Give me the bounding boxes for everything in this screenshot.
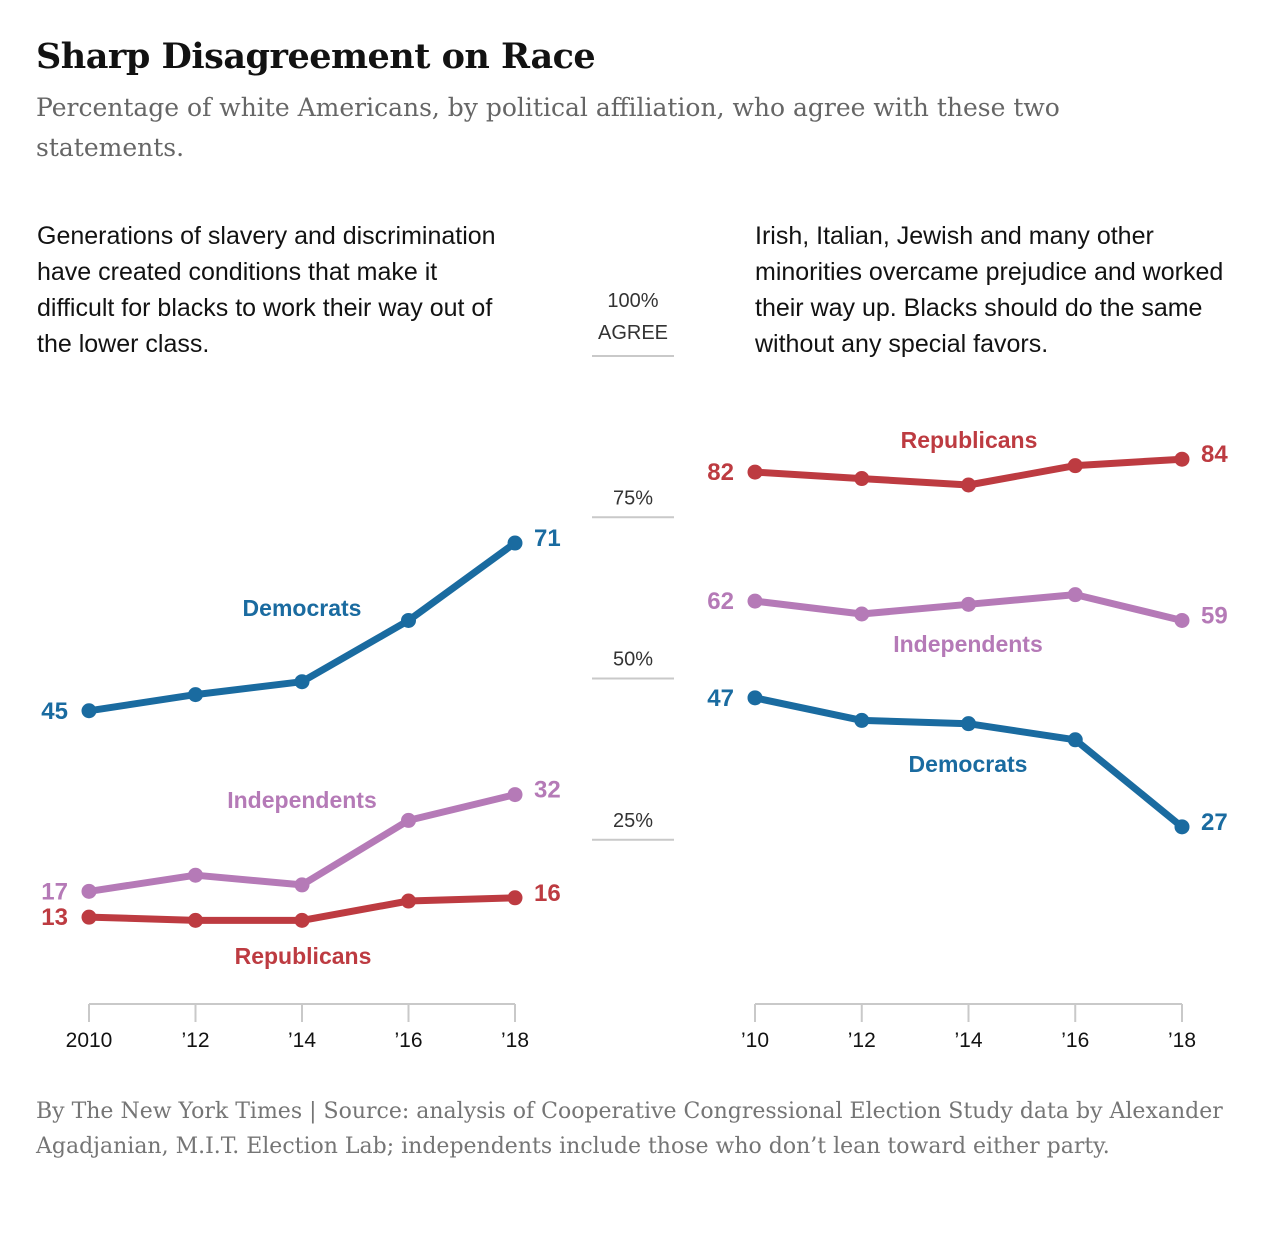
- scale-label-25: 25%: [613, 810, 653, 832]
- right-independents-end-value: 59: [1201, 602, 1228, 629]
- right-republicans-series-label: Republicans: [901, 427, 1038, 453]
- chart-subtitle: Percentage of white Americans, by politi…: [36, 93, 1060, 162]
- left-democrats-series-label: Democrats: [243, 595, 362, 621]
- left-republicans-point-2: [294, 912, 310, 928]
- scale-sublabel-100: AGREE: [598, 322, 668, 344]
- left-democrats-point-2: [294, 674, 310, 690]
- left-republicans-point-1: [188, 912, 203, 928]
- left-panel-statement: Generations of slavery and discriminatio…: [37, 222, 496, 358]
- left-republicans-point-0: [81, 909, 97, 925]
- right-x-tick-label-3: ’16: [1061, 1029, 1089, 1052]
- scale-label-50: 50%: [613, 649, 653, 671]
- left-democrats-point-1: [188, 687, 203, 703]
- right-republicans-point-0: [747, 464, 763, 480]
- left-democrats-point-4: [507, 535, 523, 551]
- right-democrats-start-value: 47: [707, 685, 734, 712]
- right-independents-point-2: [961, 596, 976, 612]
- left-republicans-series-label: Republicans: [235, 943, 372, 969]
- left-republicans-point-3: [401, 893, 416, 909]
- right-republicans-point-3: [1067, 458, 1083, 474]
- left-x-tick-label-0: 2010: [66, 1029, 113, 1052]
- right-independents-start-value: 62: [707, 588, 734, 615]
- left-independents-point-2: [294, 877, 310, 893]
- right-independents-point-0: [747, 593, 763, 609]
- right-x-tick-label-0: ’10: [741, 1029, 769, 1052]
- right-independents-point-4: [1174, 612, 1190, 628]
- left-independents-point-4: [507, 787, 523, 803]
- left-x-tick-label-2: ’14: [288, 1029, 316, 1052]
- left-independents-point-3: [401, 812, 416, 828]
- right-independents-point-1: [854, 606, 870, 622]
- right-democrats-end-value: 27: [1201, 809, 1228, 836]
- left-independents-point-0: [81, 883, 97, 899]
- left-independents-start-value: 17: [41, 878, 68, 905]
- right-democrats-point-4: [1174, 819, 1190, 835]
- right-republicans-point-1: [854, 471, 870, 487]
- left-democrats-point-3: [401, 612, 416, 628]
- left-democrats-point-0: [81, 703, 97, 719]
- right-republicans-point-4: [1174, 451, 1190, 467]
- left-republicans-point-4: [507, 890, 523, 906]
- left-x-tick-label-1: ’12: [181, 1029, 209, 1052]
- right-democrats-point-3: [1067, 732, 1083, 748]
- right-x-tick-label-1: ’12: [848, 1029, 876, 1052]
- right-x-tick-label-2: ’14: [954, 1029, 982, 1052]
- right-independents-point-3: [1067, 587, 1083, 603]
- right-republicans-point-2: [961, 477, 976, 493]
- right-independents-series-label: Independents: [893, 631, 1043, 657]
- left-independents-end-value: 32: [534, 777, 561, 804]
- right-democrats-point-1: [854, 712, 870, 728]
- right-republicans-end-value: 84: [1201, 441, 1228, 468]
- right-x-tick-label-4: ’18: [1168, 1029, 1196, 1052]
- left-x-tick-label-3: ’16: [394, 1029, 422, 1052]
- left-democrats-start-value: 45: [41, 698, 68, 725]
- left-x-tick-label-4: ’18: [501, 1029, 529, 1052]
- left-democrats-end-value: 71: [534, 525, 561, 552]
- right-republicans-start-value: 82: [707, 459, 734, 486]
- chart-title: Sharp Disagreement on Race: [36, 36, 596, 77]
- scale-label-100: 100%: [607, 290, 658, 312]
- left-republicans-start-value: 13: [41, 904, 68, 931]
- left-independents-series-label: Independents: [227, 787, 377, 813]
- right-panel-statement: Irish, Italian, Jewish and many other mi…: [755, 222, 1224, 358]
- right-democrats-series-label: Democrats: [909, 751, 1028, 777]
- source-note: By The New York Times | Source: analysis…: [36, 1099, 1223, 1159]
- right-democrats-point-2: [961, 716, 976, 732]
- right-democrats-point-0: [747, 690, 763, 706]
- left-republicans-end-value: 16: [534, 880, 561, 907]
- left-independents-point-1: [188, 867, 203, 883]
- scale-label-75: 75%: [613, 487, 653, 509]
